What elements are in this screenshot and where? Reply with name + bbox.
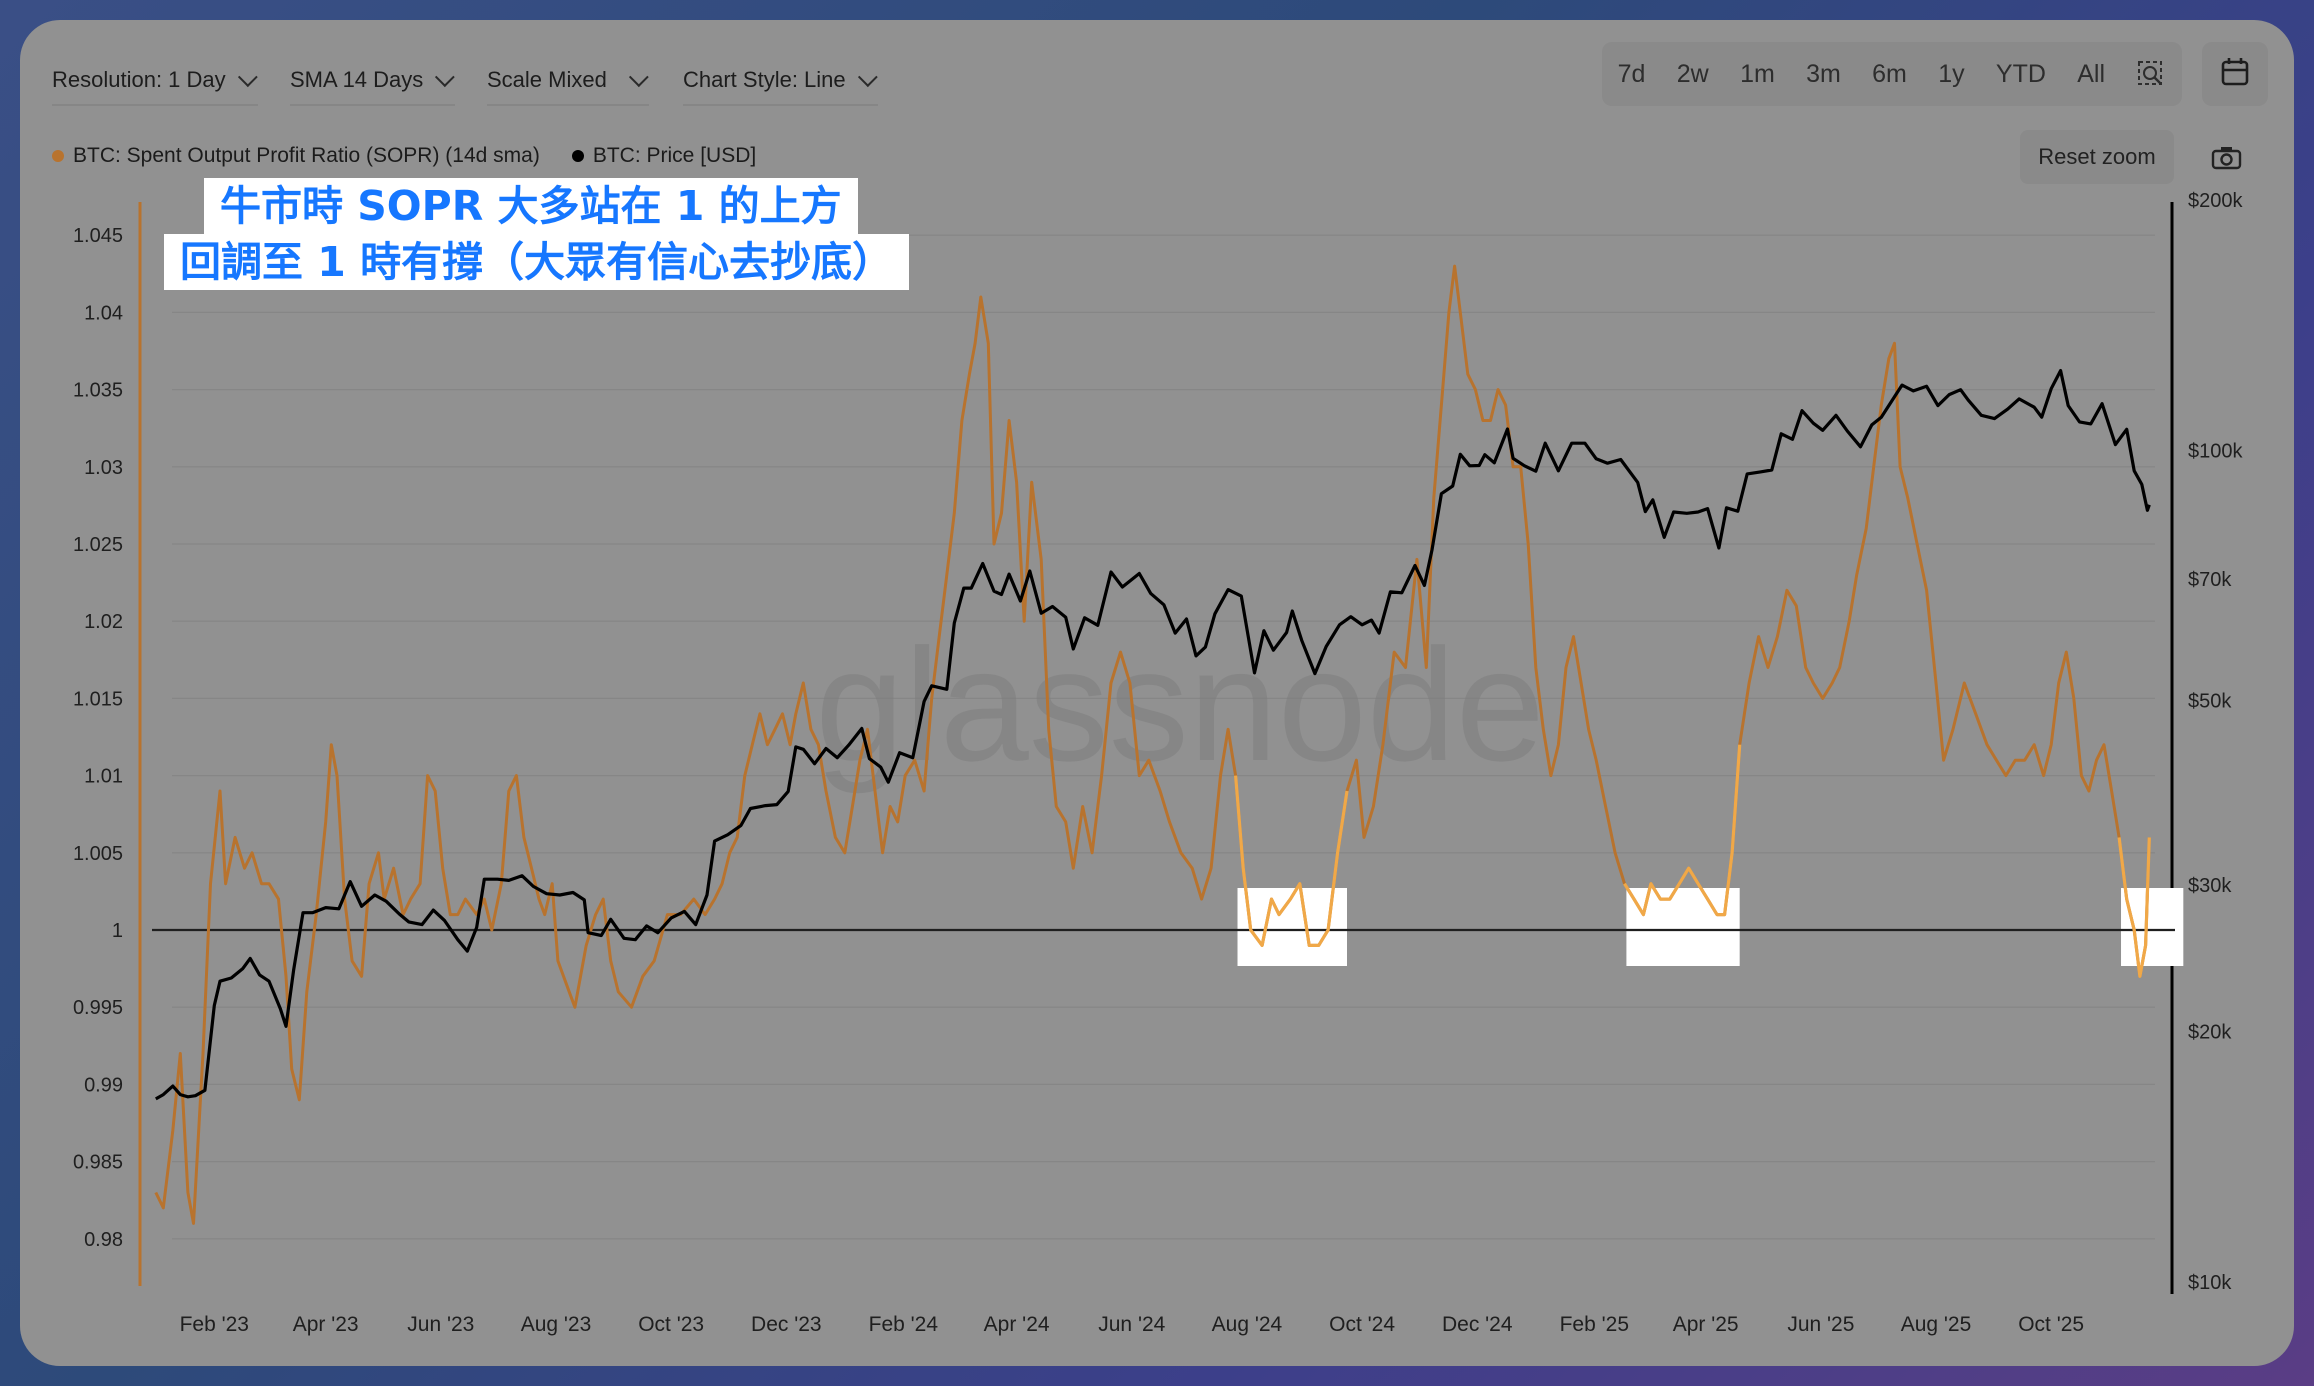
- scale-dropdown[interactable]: Scale Mixed: [487, 56, 649, 106]
- chart-card: Resolution: 1 Day SMA 14 Days Scale Mixe…: [20, 20, 2294, 1366]
- left-tick-label: 0.99: [84, 1074, 123, 1096]
- calendar-icon: [2221, 58, 2249, 86]
- scale-label: Scale Mixed: [487, 67, 607, 92]
- highlight-box: [1626, 888, 1740, 966]
- right-tick-label: $70k: [2188, 569, 2232, 591]
- x-tick-label: Aug '23: [521, 1313, 592, 1336]
- highlight-boxes: [1237, 888, 2184, 966]
- sopr-dot-icon: [52, 150, 64, 162]
- left-tick-label: 1.015: [73, 688, 123, 710]
- chart-svg: glassnode 1.0451.041.0351.031.0251.021.0…: [73, 190, 2244, 1336]
- price-line: [155, 369, 2151, 1101]
- x-tick-label: Dec '23: [751, 1313, 822, 1336]
- right-tick-label: $10k: [2188, 1272, 2232, 1294]
- sopr-highlight-segment: [1623, 744, 1742, 917]
- range-1y[interactable]: 1y: [1938, 59, 1965, 88]
- left-tick-label: 0.98: [84, 1229, 123, 1251]
- range-7d[interactable]: 7d: [1617, 59, 1646, 88]
- range-1m[interactable]: 1m: [1740, 59, 1775, 88]
- legend-item-price[interactable]: BTC: Price [USD]: [571, 144, 757, 168]
- resolution-label: Resolution: 1 Day: [52, 67, 226, 92]
- x-tick-label: Aug '25: [1901, 1313, 1972, 1336]
- legend-label-sopr: BTC: Spent Output Profit Ratio (SOPR) (1…: [73, 144, 540, 167]
- range-6m[interactable]: 6m: [1872, 59, 1907, 88]
- right-tick-label: $20k: [2188, 1022, 2232, 1044]
- range-selector: 7d 2w 1m 3m 6m 1y YTD All: [1602, 42, 2182, 106]
- chart-style-label: Chart Style: Line: [683, 67, 846, 92]
- x-tick-label: Apr '25: [1673, 1313, 1739, 1336]
- left-tick-label: 1.02: [84, 611, 123, 633]
- camera-icon[interactable]: [2210, 144, 2244, 172]
- sopr-highlight-segment: [1234, 775, 1349, 947]
- zoom-select-icon[interactable]: [2136, 59, 2166, 89]
- sopr-line: [154, 264, 2151, 1225]
- x-tick-label: Feb '23: [180, 1313, 249, 1336]
- legend: BTC: Spent Output Profit Ratio (SOPR) (1…: [52, 144, 788, 168]
- sopr-highlight-segment: [2117, 837, 2151, 978]
- left-tick-label: 0.995: [73, 997, 123, 1019]
- x-tick-label: Aug '24: [1212, 1313, 1283, 1336]
- resolution-dropdown[interactable]: Resolution: 1 Day: [52, 56, 258, 106]
- right-tick-label: $30k: [2188, 875, 2232, 897]
- left-tick-label: 1.025: [73, 534, 123, 556]
- highlight-box: [2121, 888, 2184, 966]
- x-tick-label: Oct '24: [1329, 1313, 1395, 1336]
- x-tick-label: Feb '25: [1560, 1313, 1629, 1336]
- left-tick-label: 1.04: [84, 302, 123, 324]
- calendar-button[interactable]: [2202, 42, 2268, 106]
- x-axis: Feb '23 Apr '23 Jun '23 Aug '23 Oct '23 Dec '…: [180, 1313, 2085, 1336]
- left-tick-label: 1.005: [73, 843, 123, 865]
- chart-style-dropdown[interactable]: Chart Style: Line: [683, 56, 878, 106]
- x-tick-label: Jun '24: [1098, 1313, 1165, 1336]
- left-tick-label: 1.01: [84, 766, 123, 788]
- x-tick-label: Oct '23: [638, 1313, 704, 1336]
- left-tick-label: 1.03: [84, 457, 123, 479]
- x-tick-label: Apr '24: [984, 1313, 1050, 1336]
- x-tick-label: Jun '23: [407, 1313, 474, 1336]
- range-3m[interactable]: 3m: [1806, 59, 1841, 88]
- sma-dropdown[interactable]: SMA 14 Days: [290, 56, 456, 106]
- left-tick-label: 1: [112, 920, 123, 942]
- left-tick-label: 1.045: [73, 225, 123, 247]
- reset-zoom-button[interactable]: Reset zoom: [2020, 130, 2174, 184]
- series-lines: [152, 264, 2175, 1225]
- annotation-line2: 回調至 1 時有撐（大眾有信心去抄底）: [164, 234, 910, 290]
- x-tick-label: Apr '23: [293, 1313, 359, 1336]
- price-dot-icon: [571, 150, 584, 162]
- right-tick-label: $100k: [2188, 440, 2243, 462]
- legend-item-sopr[interactable]: BTC: Spent Output Profit Ratio (SOPR) (1…: [52, 144, 540, 168]
- left-tick-label: 1.035: [73, 380, 123, 402]
- toolbar: Resolution: 1 Day SMA 14 Days Scale Mixe…: [20, 20, 2294, 130]
- annotation-line1: 牛市時 SOPR 大多站在 1 的上方: [204, 178, 858, 234]
- x-tick-label: Dec '24: [1442, 1313, 1513, 1336]
- range-ytd[interactable]: YTD: [1995, 59, 2046, 88]
- left-tick-label: 0.985: [73, 1152, 123, 1174]
- legend-label-price: BTC: Price [USD]: [592, 144, 757, 167]
- x-tick-label: Feb '24: [869, 1313, 939, 1336]
- right-tick-label: $50k: [2188, 691, 2232, 713]
- right-axis: $200k $100k $70k $50k $30k $20k $10k: [2170, 190, 2243, 1294]
- sma-label: SMA 14 Days: [290, 67, 424, 92]
- range-all[interactable]: All: [2077, 59, 2106, 88]
- range-2w[interactable]: 2w: [1676, 59, 1709, 88]
- x-tick-label: Jun '25: [1787, 1313, 1854, 1336]
- x-tick-label: Oct '25: [2018, 1313, 2084, 1336]
- left-axis: 1.045 1.04 1.035 1.03 1.025 1.02 1.015 1.01 1.00…: [73, 202, 142, 1286]
- right-tick-label: $200k: [2188, 190, 2243, 212]
